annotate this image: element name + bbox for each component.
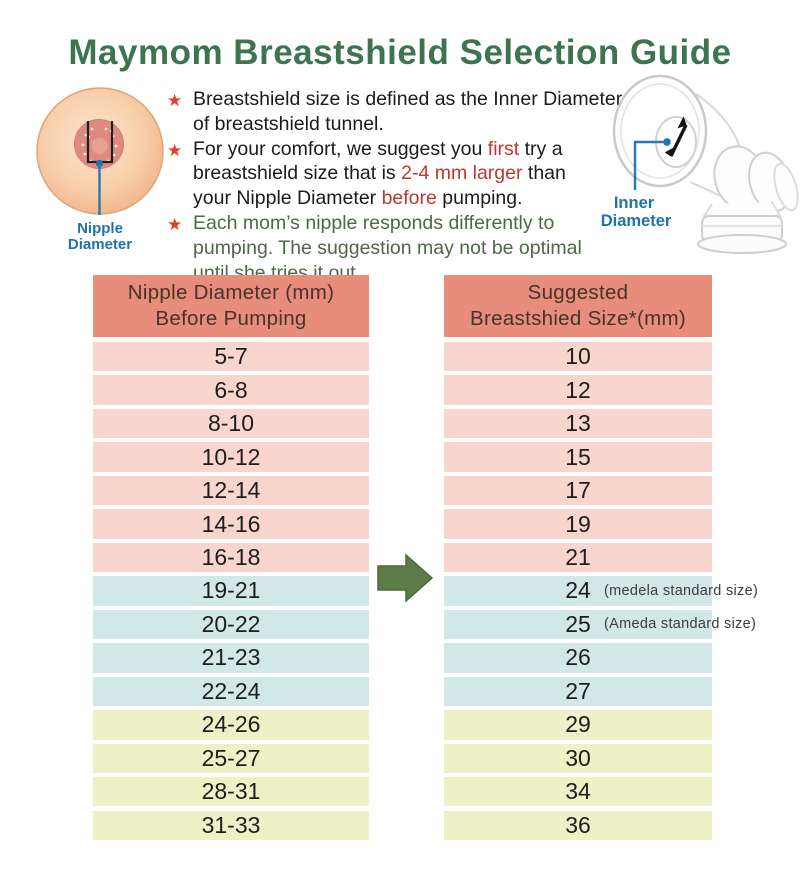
- page-title: Maymom Breastshield Selection Guide: [68, 33, 732, 72]
- table-row: 10-12: [93, 442, 369, 472]
- table-row: 22-24: [93, 676, 369, 707]
- size-value: 36: [565, 811, 591, 838]
- breastshield-diagram: Inner Diameter: [601, 74, 799, 254]
- table-row: 24-26: [93, 710, 369, 740]
- table-row: 30: [444, 743, 712, 773]
- size-value: 10: [565, 343, 591, 370]
- nipple-header-line2: Before Pumping: [155, 307, 307, 330]
- bullet-text: Breastshield size is defined as the Inne…: [193, 88, 623, 135]
- nipple-range: 20-22: [201, 610, 261, 637]
- nipple-column: Nipple Diameter (mm) Before Pumping 5-7 6…: [93, 275, 369, 840]
- size-value: 25: [565, 610, 591, 637]
- star-icon: ★: [167, 140, 183, 160]
- bullet-text: For your comfort, we suggest you first t…: [193, 137, 566, 210]
- inner-diameter-label-line2: Diameter: [601, 212, 672, 230]
- table-row: 34: [444, 777, 712, 807]
- nipple-range: 8-10: [207, 410, 255, 437]
- size-column: Suggested Breastshied Size*(mm) 10 12 13 15…: [444, 275, 758, 840]
- size-value: 27: [565, 677, 591, 704]
- table-row: 16-18: [93, 542, 369, 573]
- inner-diameter-arrow-icon: [664, 116, 688, 157]
- table-row: 5-7: [93, 342, 369, 372]
- size-value: 17: [565, 477, 591, 504]
- table-row: 21-23: [93, 643, 369, 673]
- bullet-text: Each mom’s nipple responds differently t…: [193, 211, 582, 284]
- table-row: 29: [444, 710, 712, 740]
- nipple-range: 21-23: [201, 644, 261, 671]
- inner-diameter-label-line1: Inner: [614, 194, 655, 212]
- size-value: 26: [565, 644, 591, 671]
- inner-label-pointer: [633, 138, 671, 190]
- nipple-range: 12-14: [201, 477, 261, 504]
- nipple-range: 28-31: [201, 778, 261, 805]
- table-row: 13: [444, 408, 712, 439]
- nipple-range: 6-8: [214, 376, 248, 403]
- size-column-header: Suggested Breastshied Size*(mm): [444, 275, 712, 337]
- nipple-range: 10-12: [201, 443, 261, 470]
- size-value: 15: [565, 443, 591, 470]
- table-row: 27: [444, 676, 712, 707]
- breast-illustration: [36, 87, 164, 215]
- nipple-range: 19-21: [201, 577, 261, 604]
- table-row: 12: [444, 375, 712, 405]
- table-row: 10: [444, 342, 712, 372]
- size-note: (Ameda standard size): [604, 616, 757, 633]
- table-row: 8-10: [93, 408, 369, 439]
- size-header-line2: Breastshied Size*(mm): [470, 307, 686, 330]
- size-rows: 10 12 13 15 17 19 21 24 (medela standard size) 25…: [444, 342, 758, 840]
- table-row: 6-8: [93, 375, 369, 405]
- table-row: 20-22: [93, 609, 369, 640]
- size-header-line1: Suggested: [527, 281, 629, 304]
- size-value: 21: [565, 544, 591, 570]
- size-value: 19: [565, 510, 591, 537]
- size-value: 34: [565, 778, 591, 805]
- size-value: 29: [565, 711, 591, 738]
- star-icon: ★: [167, 214, 183, 234]
- table-row: 21: [444, 542, 712, 573]
- nipple-diameter-label-line2: Diameter: [68, 236, 132, 253]
- table-row: 25-27: [93, 743, 369, 773]
- nipple-diagram: Nipple Diameter: [36, 87, 164, 253]
- nipple-range: 24-26: [201, 711, 261, 738]
- table-row: 15: [444, 442, 712, 472]
- table-row: 24 (medela standard size): [444, 576, 758, 606]
- nipple-range: 5-7: [214, 343, 248, 370]
- bullet-item: ★ Breastshield size is defined as the Inn…: [167, 87, 629, 137]
- table-row: 19: [444, 509, 712, 539]
- nipple-range: 22-24: [201, 677, 261, 704]
- table-row: 19-21: [93, 576, 369, 606]
- nipple-rows: 5-7 6-8 8-10 10-12 12-14 14-16 16-18 19-21 20-22…: [93, 342, 369, 840]
- bullet-item: ★ For your comfort, we suggest you first …: [167, 137, 629, 211]
- size-value: 13: [565, 410, 591, 437]
- table-row: 26: [444, 643, 712, 673]
- star-icon: ★: [167, 91, 183, 110]
- nipple-header-line1: Nipple Diameter (mm): [127, 281, 335, 304]
- table-row: 17: [444, 475, 712, 506]
- table-row: 25 (Ameda standard size): [444, 609, 756, 640]
- nipple-column-header: Nipple Diameter (mm) Before Pumping: [93, 275, 369, 337]
- table-row: 14-16: [93, 509, 369, 539]
- nipple-range: 14-16: [201, 510, 261, 537]
- size-value: 12: [565, 376, 591, 403]
- bullet-item: ★ Each mom’s nipple responds differently …: [167, 211, 629, 285]
- breastshield-illustration: [612, 74, 799, 254]
- table-row: 31-33: [93, 810, 369, 840]
- table-row: 28-31: [93, 777, 369, 807]
- bullet-list: ★ Breastshield size is defined as the Inn…: [167, 87, 629, 285]
- size-note: (medela standard size): [604, 582, 759, 599]
- size-value: 30: [565, 744, 591, 771]
- nipple-range: 31-33: [201, 811, 261, 838]
- table-row: 36: [444, 810, 712, 840]
- nipple-range: 25-27: [201, 744, 261, 771]
- size-value: 24: [565, 577, 591, 604]
- nipple-diameter-label-line1: Nipple: [77, 220, 123, 237]
- arrow-icon: [377, 553, 434, 603]
- nipple-range: 16-18: [201, 544, 261, 570]
- nipple-label-pointer: [95, 159, 104, 215]
- table-row: 12-14: [93, 475, 369, 506]
